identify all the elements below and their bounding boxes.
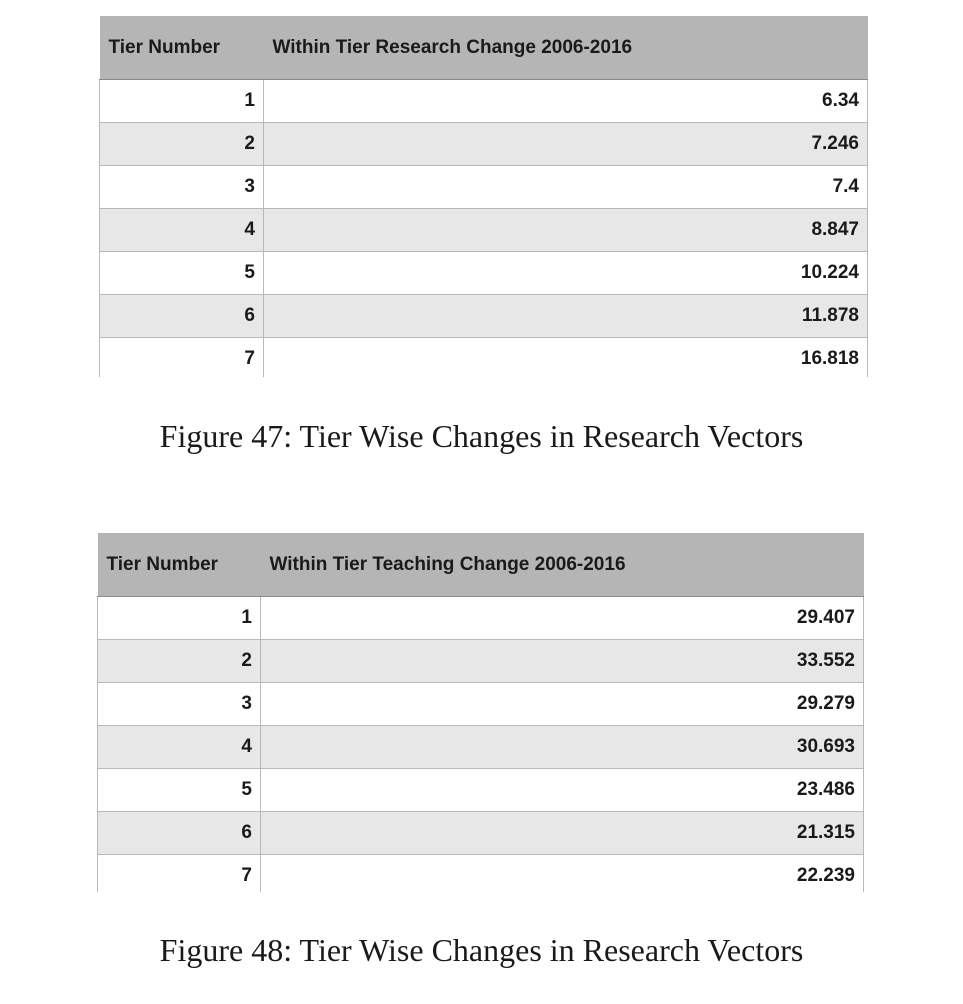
table-row: 5 10.224 [99,251,868,295]
tier-cell: 5 [99,251,264,295]
value-cell: 7.4 [263,165,868,209]
value-cell: 7.246 [263,122,868,166]
table-row: 2 7.246 [99,122,868,166]
table-row: 1 6.34 [99,79,868,123]
value-cell: 16.818 [263,337,868,377]
table-row: 4 8.847 [99,208,868,252]
table-row: 2 33.552 [97,639,864,683]
value-cell: 33.552 [260,639,864,683]
tier-cell: 1 [97,596,261,640]
value-cell: 29.407 [260,596,864,640]
table-row: 4 30.693 [97,725,864,769]
table-row: 6 21.315 [97,811,864,855]
table-header-row: Tier Number Within Tier Teaching Change … [97,533,864,597]
value-cell: 30.693 [260,725,864,769]
value-cell: 10.224 [263,251,868,295]
tier-cell: 4 [97,725,261,769]
tier-cell: 2 [97,639,261,683]
tier-cell: 3 [97,682,261,726]
tier-cell: 6 [97,811,261,855]
column-header-teaching-change: Within Tier Teaching Change 2006-2016 [260,533,864,597]
value-cell: 29.279 [260,682,864,726]
value-cell: 22.239 [260,854,864,892]
table-row: 5 23.486 [97,768,864,812]
tier-cell: 3 [99,165,264,209]
tier-cell: 2 [99,122,264,166]
table-row: 1 29.407 [97,596,864,640]
research-change-table: Tier Number Within Tier Research Change … [99,16,868,377]
table-row: 3 7.4 [99,165,868,209]
table-row: 3 29.279 [97,682,864,726]
figure-caption: Figure 48: Tier Wise Changes in Research… [159,932,804,968]
value-cell: 23.486 [260,768,864,812]
research-table: Tier Number Within Tier Research Change … [99,16,868,377]
tier-cell: 7 [99,337,264,377]
value-cell: 8.847 [263,208,868,252]
column-header-tier-number: Tier Number [99,16,264,80]
teaching-table: Tier Number Within Tier Teaching Change … [97,533,864,892]
table-row: 7 22.239 [97,854,864,892]
figure-caption: Figure 47: Tier Wise Changes in Research… [159,418,804,454]
table-row: 6 11.878 [99,294,868,338]
tier-cell: 4 [99,208,264,252]
column-header-tier-number: Tier Number [97,533,261,597]
value-cell: 21.315 [260,811,864,855]
value-cell: 11.878 [263,294,868,338]
table-row: 7 16.818 [99,337,868,377]
table-header-row: Tier Number Within Tier Research Change … [99,16,868,80]
teaching-change-table: Tier Number Within Tier Teaching Change … [97,533,864,892]
tier-cell: 6 [99,294,264,338]
tier-cell: 7 [97,854,261,892]
tier-cell: 5 [97,768,261,812]
column-header-research-change: Within Tier Research Change 2006-2016 [263,16,868,80]
value-cell: 6.34 [263,79,868,123]
tier-cell: 1 [99,79,264,123]
